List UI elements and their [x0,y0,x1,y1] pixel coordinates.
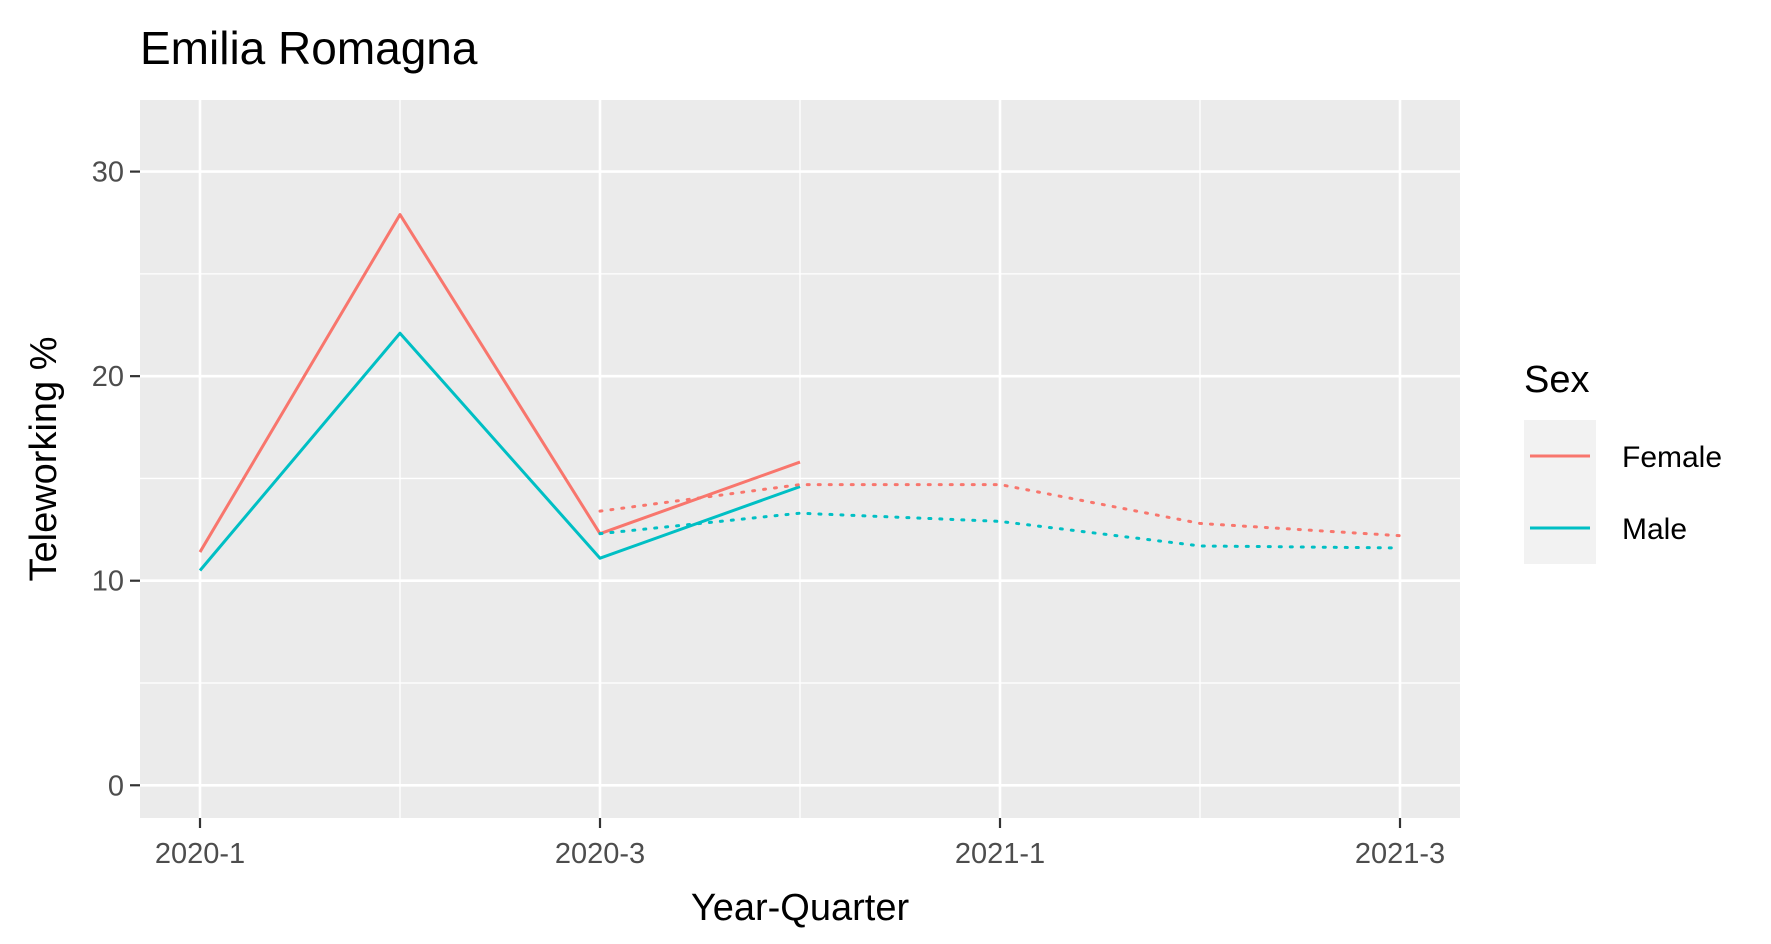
x-tick-label: 2021-1 [955,838,1045,870]
series-lines [198,213,1402,572]
y-tick-label: 20 [92,361,124,393]
y-tick-label: 30 [92,157,124,189]
y-tick-label: 10 [92,566,124,598]
legend: Sex Female Male [1524,359,1722,564]
grid-lines [140,100,1460,818]
x-tick-label: 2020-3 [555,838,645,870]
axes: 0 10 20 30 2020-1 2020-3 2021-1 2021-3 [92,157,1445,870]
legend-key-background [1524,420,1596,564]
x-tick-label: 2021-3 [1355,838,1445,870]
legend-label-male: Male [1622,513,1687,546]
series-line-male-dotted [598,511,1402,550]
series-line-female-dotted [598,483,1402,538]
x-tick-label: 2020-1 [155,838,245,870]
y-tick-label: 0 [108,770,124,802]
x-axis-title: Year-Quarter [691,887,910,929]
legend-title: Sex [1524,359,1589,401]
chart-title: Emilia Romagna [140,22,478,74]
y-axis-title: Teleworking % [23,337,65,582]
legend-label-female: Female [1622,441,1722,474]
